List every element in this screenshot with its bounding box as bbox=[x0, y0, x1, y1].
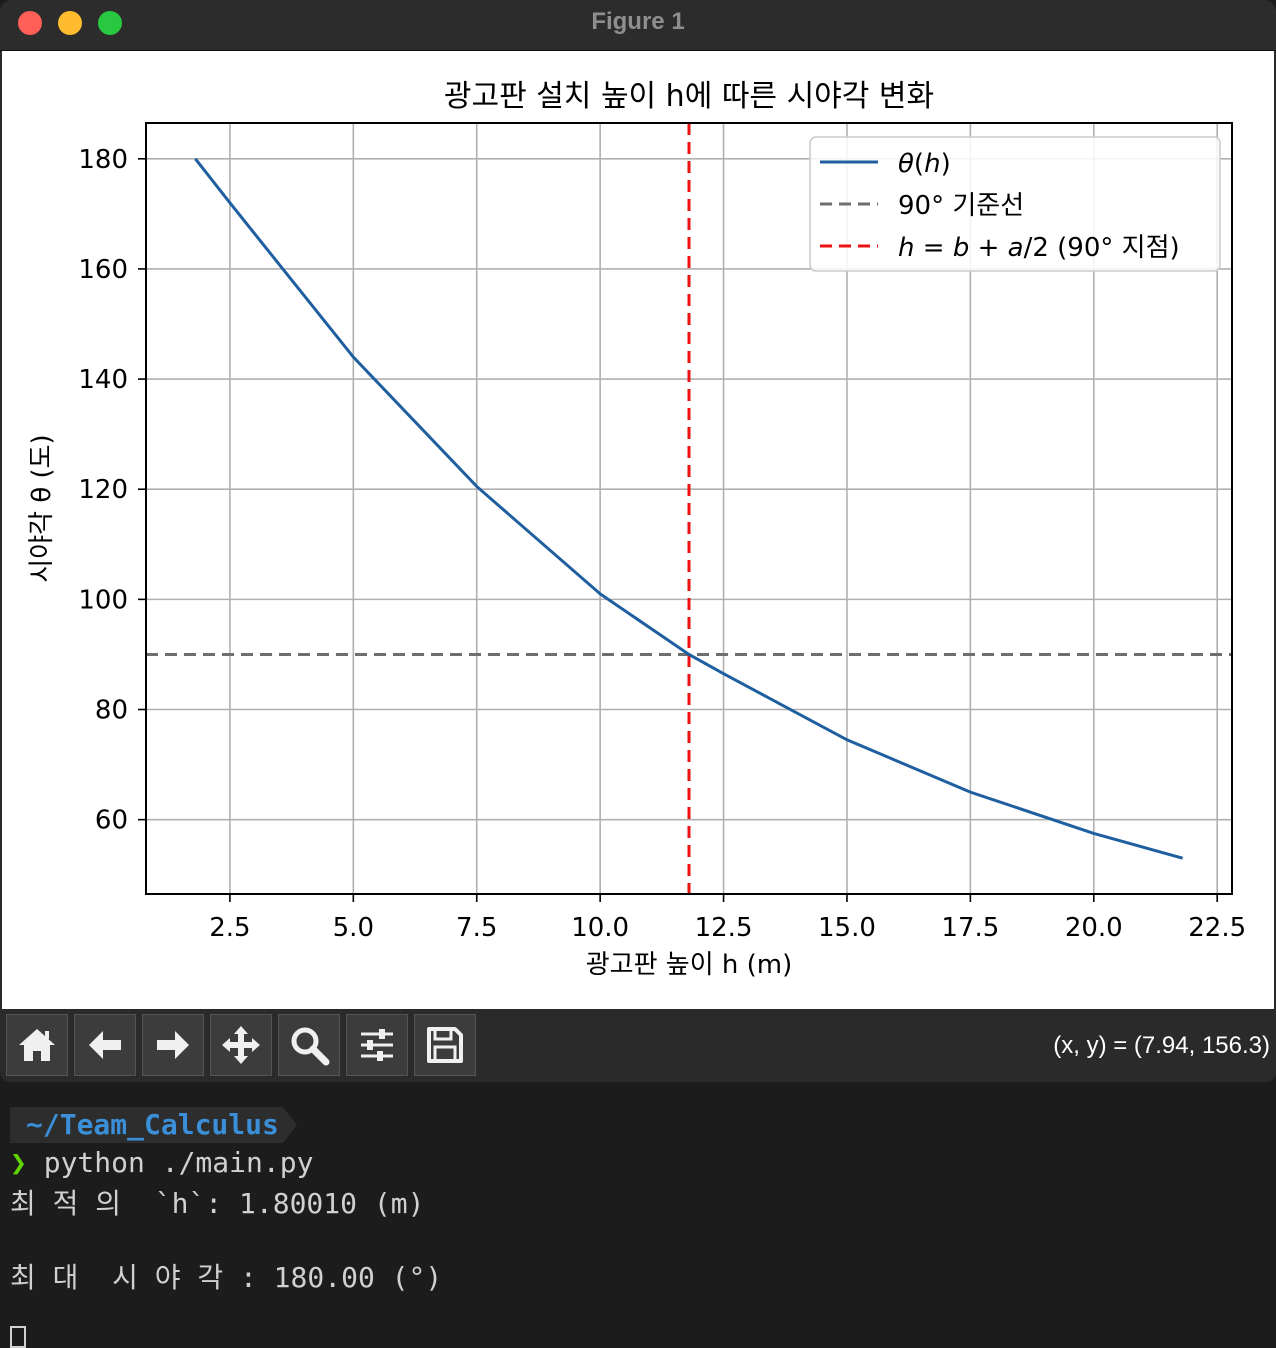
y-tick-label: 80 bbox=[95, 696, 128, 726]
back-button[interactable] bbox=[74, 1014, 136, 1076]
command-text: python ./main.py bbox=[43, 1146, 314, 1179]
y-tick-label: 60 bbox=[95, 806, 128, 836]
x-tick-label: 12.5 bbox=[695, 913, 753, 943]
legend-label: h = b + a/2 (90° 지점) bbox=[898, 233, 1180, 263]
prompt-arrow-icon: ❯ bbox=[10, 1146, 27, 1179]
chart-title: 광고판 설치 높이 h에 따른 시야각 변화 bbox=[444, 79, 934, 114]
prompt-directory: ~/Team_Calculus bbox=[10, 1107, 297, 1143]
home-button[interactable] bbox=[6, 1014, 68, 1076]
home-icon bbox=[19, 1029, 55, 1061]
x-tick-label: 5.0 bbox=[333, 913, 374, 943]
terminal-cursor bbox=[10, 1326, 26, 1348]
x-tick-label: 7.5 bbox=[456, 913, 497, 943]
forward-button[interactable] bbox=[142, 1014, 204, 1076]
axes-frame bbox=[145, 122, 1233, 895]
y-tick-label: 120 bbox=[78, 475, 128, 505]
cursor-coordinates: (x, y) = (7.94, 156.3) bbox=[1053, 1032, 1270, 1059]
x-tick-label: 20.0 bbox=[1065, 913, 1123, 943]
arrow-right-icon bbox=[157, 1031, 189, 1059]
magnifier-icon bbox=[291, 1027, 330, 1066]
matplotlib-toolbar: (x, y) = (7.94, 156.3) bbox=[0, 1010, 1276, 1082]
output-line-3: 최 대 시 야 각 : 180.00 (°) bbox=[10, 1261, 443, 1294]
move-icon bbox=[222, 1026, 260, 1064]
zoom-button[interactable] bbox=[278, 1014, 340, 1076]
pan-button[interactable] bbox=[210, 1014, 272, 1076]
y-tick-label: 180 bbox=[78, 145, 128, 175]
x-tick-label: 15.0 bbox=[818, 913, 876, 943]
legend-box bbox=[809, 136, 1221, 272]
minimize-window-button[interactable] bbox=[58, 11, 82, 35]
y-axis-label: 시야각 θ (도) bbox=[27, 434, 57, 582]
save-button[interactable] bbox=[414, 1014, 476, 1076]
zoom-window-button[interactable] bbox=[98, 11, 122, 35]
x-axis-label: 광고판 높이 h (m) bbox=[586, 950, 793, 980]
x-tick-label: 22.5 bbox=[1188, 913, 1246, 943]
configure-subplots-button[interactable] bbox=[346, 1014, 408, 1076]
legend: θ(h) 90° 기준선 h = b + a/2 (90° 지점) bbox=[809, 136, 1221, 272]
sliders-icon bbox=[361, 1029, 393, 1061]
x-tick-label: 10.0 bbox=[571, 913, 629, 943]
terminal[interactable]: ~/Team_Calculus ❯ python ./main.py 최 적 의… bbox=[0, 1082, 1276, 1348]
y-tick-label: 140 bbox=[78, 365, 128, 395]
output-line-1: 최 적 의 `h`: 1.80010 (m) bbox=[10, 1187, 425, 1220]
y-tick-label: 160 bbox=[78, 255, 128, 285]
floppy-disk-icon bbox=[427, 1027, 463, 1063]
window-titlebar: Figure 1 bbox=[0, 0, 1276, 51]
command-line: ❯ python ./main.py bbox=[10, 1146, 313, 1179]
y-tick-label: 100 bbox=[78, 585, 128, 615]
legend-label: θ(h) bbox=[898, 149, 951, 179]
window-title: Figure 1 bbox=[591, 8, 685, 35]
legend-label: 90° 기준선 bbox=[898, 191, 1024, 221]
figure-window: Figure 1 2.5 5.0 7.5 10.0 12.5 15.0 17.5 20.0 22… bbox=[0, 0, 1276, 1082]
series-line-theta bbox=[194, 157, 1184, 860]
line-chart[interactable]: 2.5 5.0 7.5 10.0 12.5 15.0 17.5 20.0 22.5 60 80 100… bbox=[2, 51, 1274, 1009]
x-tick-label: 17.5 bbox=[941, 913, 999, 943]
close-window-button[interactable] bbox=[18, 11, 42, 35]
figure-canvas[interactable]: 2.5 5.0 7.5 10.0 12.5 15.0 17.5 20.0 22.5 60 80 100… bbox=[2, 51, 1274, 1009]
x-tick-label: 2.5 bbox=[209, 913, 250, 943]
arrow-left-icon bbox=[89, 1031, 121, 1059]
